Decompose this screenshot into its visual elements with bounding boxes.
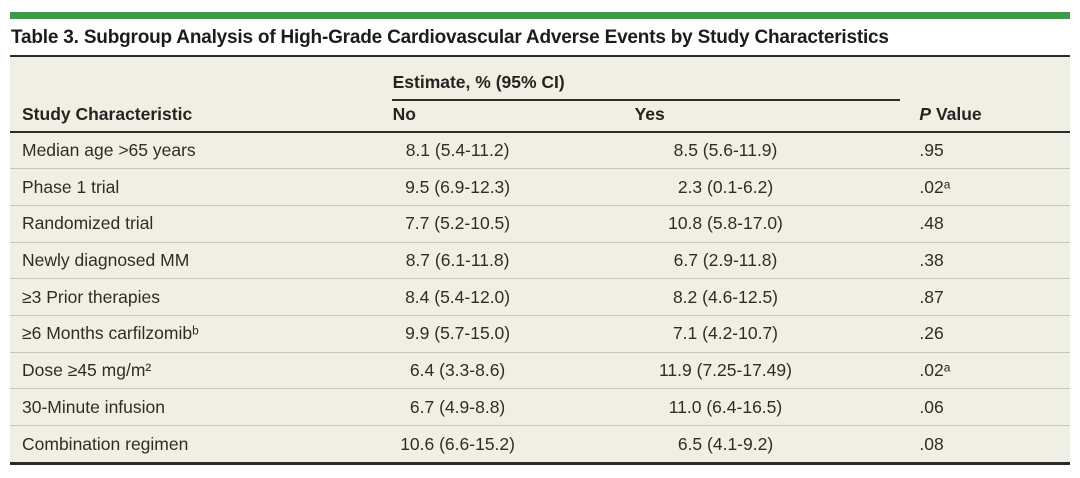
p-value-rest: Value (931, 104, 982, 124)
no-estimate-cell: 8.4 (5.4-12.0) (391, 278, 551, 316)
table-row: ≥3 Prior therapies 8.4 (5.4-12.0) 8.2 (4… (10, 278, 1070, 316)
table-row: Dose ≥45 mg/m² 6.4 (3.3-8.6) 11.9 (7.25-… (10, 352, 1070, 390)
study-characteristic-cell: Dose ≥45 mg/m² (10, 352, 392, 390)
study-characteristic-cell: Median age >65 years (10, 132, 392, 170)
p-value-cell: .48 (900, 205, 1070, 243)
group-header-row: Estimate, % (95% CI) (10, 57, 1070, 101)
table-row: Phase 1 trial 9.5 (6.9-12.3) 2.3 (0.1-6.… (10, 168, 1070, 206)
study-characteristic-cell: 30-Minute infusion (10, 388, 392, 426)
group-header-spacer (900, 57, 1070, 100)
no-estimate-cell: 6.4 (3.3-8.6) (391, 352, 551, 390)
no-estimate-cell: 10.6 (6.6-15.2) (400, 433, 515, 454)
yes-estimate-cell: 6.5 (4.1-9.2) (677, 433, 774, 454)
no-estimate-cell: 8.1 (5.4-11.2) (391, 132, 551, 170)
group-header-spacer (10, 57, 392, 100)
study-characteristic-cell: ≥6 Months carfilzomibᵇ (10, 315, 392, 353)
estimate-group-header: Estimate, % (95% CI) (391, 57, 901, 101)
p-value-cell: .95 (900, 132, 1070, 170)
table-row: Randomized trial 7.7 (5.2-10.5) 10.8 (5.… (10, 205, 1070, 243)
table-row: Combination regimen 10.6 (6.6-15.2) 6.5 … (10, 426, 1070, 463)
no-estimate-cell: 6.7 (4.9-8.8) (391, 388, 551, 426)
p-value-italic-p: P (919, 104, 932, 124)
column-header-study-characteristic: Study Characteristic (10, 100, 392, 133)
table-row: Newly diagnosed MM 8.7 (6.1-11.8) 6.7 (2… (10, 242, 1070, 280)
column-header-yes: Yes (550, 100, 901, 133)
p-value-cell: .38 (900, 242, 1070, 280)
p-value-cell: .02ᵃ (900, 168, 1070, 206)
study-characteristic-cell: ≥3 Prior therapies (10, 278, 392, 316)
study-characteristic-cell: Combination regimen (22, 433, 189, 454)
study-characteristic-cell: Newly diagnosed MM (10, 242, 392, 280)
column-header-row: Study Characteristic No Yes P Value (10, 100, 1070, 133)
yes-estimate-cell: 8.2 (4.6-12.5) (550, 278, 901, 316)
yes-estimate-cell: 6.7 (2.9-11.8) (550, 242, 901, 280)
top-accent-bar (10, 12, 1070, 19)
column-header-no: No (391, 100, 551, 133)
study-characteristic-cell: Phase 1 trial (10, 168, 392, 206)
no-estimate-cell: 9.9 (5.7-15.0) (391, 315, 551, 353)
subgroup-analysis-table: Estimate, % (95% CI) Study Characteristi… (10, 55, 1070, 466)
yes-estimate-cell: 11.0 (6.4-16.5) (550, 388, 901, 426)
yes-estimate-cell: 8.5 (5.6-11.9) (550, 132, 901, 170)
p-value-cell: .02ᵃ (900, 352, 1070, 390)
study-characteristic-cell: Randomized trial (10, 205, 392, 243)
yes-estimate-cell: 7.1 (4.2-10.7) (550, 315, 901, 353)
table-title: Table 3. Subgroup Analysis of High-Grade… (11, 27, 889, 48)
yes-estimate-cell: 11.9 (7.25-17.49) (550, 352, 901, 390)
yes-estimate-cell: 10.8 (5.8-17.0) (550, 205, 901, 243)
table-row: Median age >65 years 8.1 (5.4-11.2) 8.5 … (10, 132, 1070, 170)
no-estimate-cell: 8.7 (6.1-11.8) (391, 242, 551, 280)
table-row: ≥6 Months carfilzomibᵇ 9.9 (5.7-15.0) 7.… (10, 315, 1070, 353)
yes-estimate-cell: 2.3 (0.1-6.2) (550, 168, 901, 206)
table-body: Median age >65 years 8.1 (5.4-11.2) 8.5 … (10, 132, 1070, 462)
p-value-cell: .87 (900, 278, 1070, 316)
p-value-cell: .08 (919, 433, 944, 454)
table-row: 30-Minute infusion 6.7 (4.9-8.8) 11.0 (6… (10, 388, 1070, 426)
no-estimate-cell: 7.7 (5.2-10.5) (391, 205, 551, 243)
column-header-p-value: P Value (900, 100, 1070, 133)
p-value-cell: .26 (900, 315, 1070, 353)
no-estimate-cell: 9.5 (6.9-12.3) (391, 168, 551, 206)
data-table: Estimate, % (95% CI) Study Characteristi… (10, 57, 1070, 462)
p-value-cell: .06 (900, 388, 1070, 426)
